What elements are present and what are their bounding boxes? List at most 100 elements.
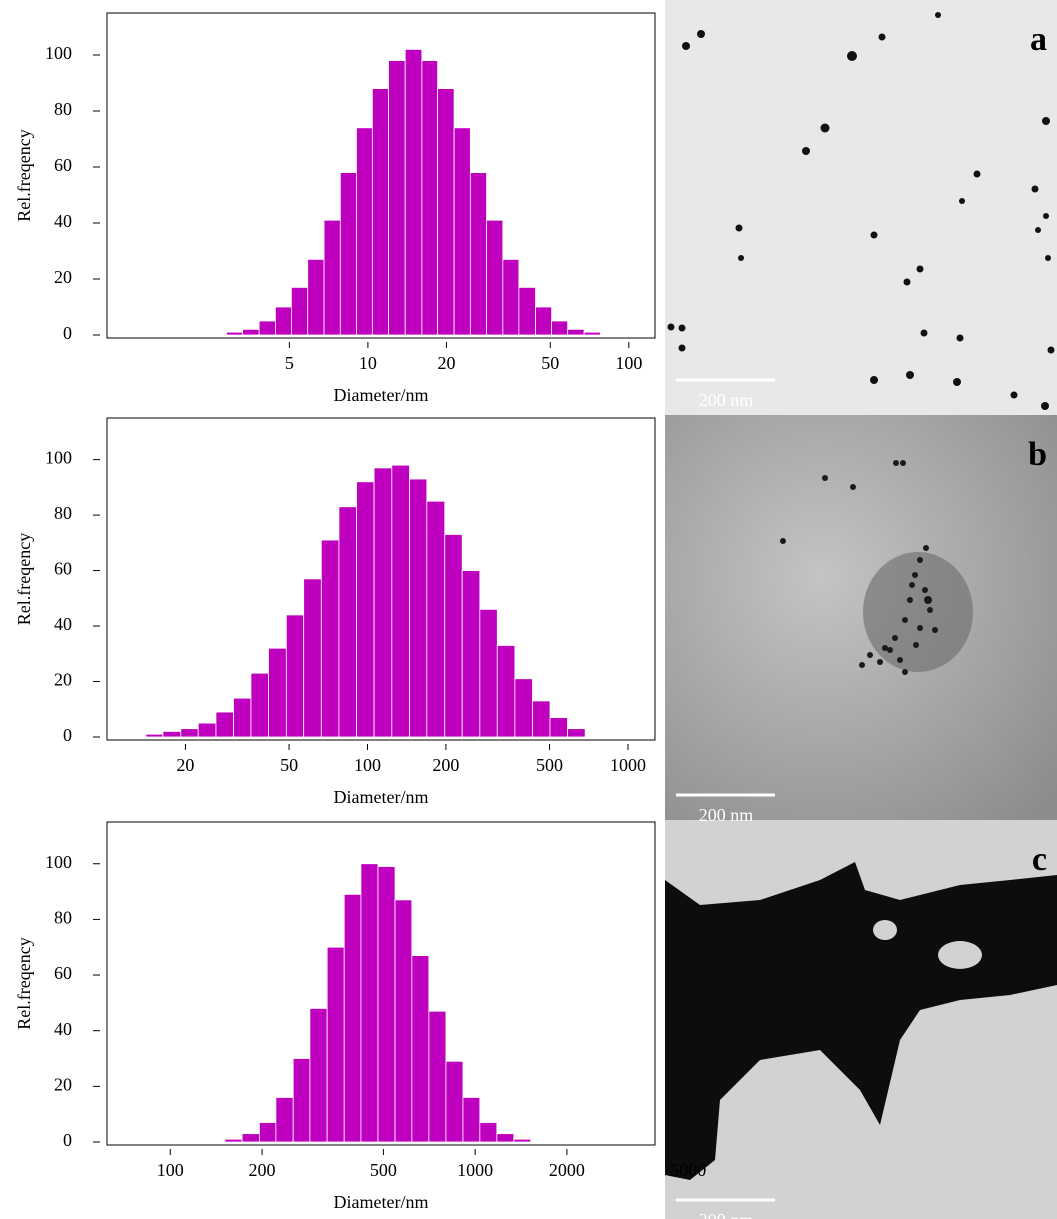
bar: [268, 647, 287, 738]
y-tick-label: 80: [54, 908, 72, 928]
bar: [437, 88, 455, 336]
y-tick-label: 40: [54, 1019, 72, 1039]
bar: [180, 728, 199, 738]
y-tick-label: 0: [63, 725, 72, 745]
bar: [226, 331, 244, 336]
bar: [404, 49, 423, 336]
bar: [274, 306, 292, 336]
bar: [343, 893, 362, 1143]
bar: [326, 946, 345, 1143]
bar: [373, 467, 393, 738]
bar: [496, 645, 516, 738]
bar: [303, 578, 322, 738]
bar: [496, 1133, 515, 1143]
bar: [388, 60, 406, 336]
aggregate-hole: [938, 941, 982, 969]
x-tick-label: 1000: [457, 1160, 493, 1180]
x-tick-label: 500: [536, 755, 563, 775]
aggregate-hole: [873, 920, 897, 940]
y-tick-label: 60: [54, 559, 72, 579]
scale-bar-label: 200 nm: [699, 805, 754, 825]
y-tick-label: 100: [45, 448, 72, 468]
bar: [377, 866, 396, 1143]
bar: [250, 672, 269, 738]
x-tick-label: 200: [249, 1160, 276, 1180]
bar: [532, 700, 551, 738]
bar: [409, 478, 428, 738]
bar: [371, 88, 389, 336]
bar: [275, 1097, 294, 1143]
x-axis-label: Diameter/nm: [334, 385, 429, 405]
x-tick-label: 100: [354, 755, 381, 775]
bar: [224, 1138, 243, 1143]
x-tick-label: 20: [176, 755, 194, 775]
plot-frame: [106, 12, 656, 339]
bar: [421, 60, 439, 336]
bar: [320, 539, 340, 738]
y-tick-label: 80: [54, 99, 72, 119]
bar: [394, 899, 413, 1143]
bar: [391, 464, 410, 738]
tem-image-b: [665, 415, 1057, 820]
bar: [444, 534, 463, 738]
bar: [411, 955, 430, 1143]
x-tick-label: 100: [615, 353, 642, 373]
bar: [162, 731, 182, 738]
bar: [567, 328, 585, 336]
bar: [567, 728, 586, 738]
bar: [535, 306, 553, 336]
y-tick-label: 60: [54, 155, 72, 175]
x-tick-label: 500: [370, 1160, 397, 1180]
x-tick-label: 50: [280, 755, 298, 775]
bar: [338, 506, 357, 738]
bar: [356, 127, 373, 336]
y-tick-label: 20: [54, 670, 72, 690]
particles-a: [667, 12, 1055, 410]
y-axis-label: Rel.freqency: [14, 533, 34, 625]
x-tick-label: 2000: [549, 1160, 585, 1180]
x-axis-label: Diameter/nm: [334, 1192, 429, 1212]
bar: [486, 219, 504, 336]
bar: [307, 258, 325, 336]
bar: [290, 286, 309, 336]
bar: [514, 678, 533, 738]
bar: [323, 219, 341, 336]
bar: [428, 1010, 447, 1143]
bar: [215, 711, 234, 738]
scale-bar-label: 200 nm: [699, 390, 754, 410]
bar: [233, 697, 252, 738]
x-tick-label: 10: [359, 353, 377, 373]
y-tick-label: 0: [63, 323, 72, 343]
x-tick-label: 5: [285, 353, 294, 373]
bar: [292, 1058, 311, 1143]
bar: [426, 500, 446, 738]
x-tick-label: 50: [541, 353, 559, 373]
bar: [479, 609, 498, 738]
scale-bar-label: 200 nm: [699, 1210, 754, 1219]
bar: [549, 717, 568, 738]
x-tick-label: 100: [157, 1160, 184, 1180]
bar: [461, 570, 481, 738]
y-tick-label: 40: [54, 211, 72, 231]
particles-b: [780, 460, 938, 675]
bar: [453, 127, 471, 336]
y-tick-label: 100: [45, 852, 72, 872]
bar: [445, 1060, 464, 1143]
bar: [309, 1008, 328, 1143]
y-axis-label: Rel.freqency: [14, 129, 34, 221]
bar: [518, 286, 536, 336]
y-tick-label: 20: [54, 1074, 72, 1094]
tem-images: [665, 0, 1057, 1219]
panel-label: b: [1028, 436, 1047, 473]
bar: [469, 172, 487, 336]
bar: [285, 614, 305, 738]
y-tick-label: 80: [54, 503, 72, 523]
bar: [360, 863, 379, 1143]
y-axis-label: Rel.freqency: [14, 937, 34, 1029]
tem-image-a: [665, 0, 1057, 415]
x-axis-label: Diameter/nm: [334, 787, 429, 807]
bar: [339, 172, 357, 336]
bar: [479, 1122, 498, 1143]
panel-label: a: [1030, 21, 1047, 58]
